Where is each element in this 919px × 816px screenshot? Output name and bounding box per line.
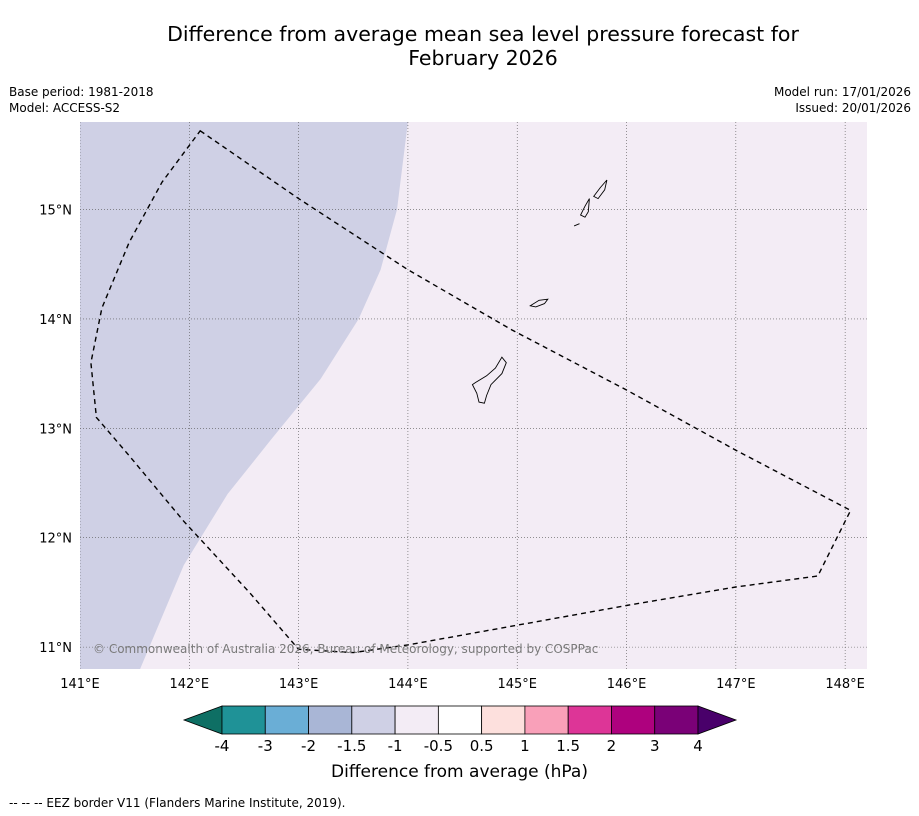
colorbar-tick-label: -0.5: [423, 737, 453, 755]
lat-tick-label: 12°N: [39, 532, 72, 547]
base-period: Base period: 1981-2018: [9, 85, 154, 99]
colorbar-tick-label: -1.5: [337, 737, 367, 755]
colorbar-tick-label: 0.5: [469, 737, 494, 755]
colorbar: [182, 705, 738, 735]
colorbar-tick-label: 1.5: [556, 737, 581, 755]
colorbar-swatch: [567, 705, 612, 735]
lon-tick-label: 146°E: [607, 677, 647, 692]
lon-tick-label: 147°E: [716, 677, 756, 692]
colorbar-tick-label: 1: [520, 737, 530, 755]
colorbar-swatch: [481, 705, 526, 735]
island-tinian: [579, 198, 590, 218]
colorbar-extend-max: [697, 705, 738, 735]
colorbar-tick-label: 2: [606, 737, 617, 755]
island-rota: [529, 298, 549, 308]
colorbar-swatch: [437, 705, 483, 735]
meta-left: Base period: 1981-2018 Model: ACCESS-S2: [9, 84, 154, 116]
colorbar-tick-label: -2: [301, 737, 317, 755]
lon-tick-labels: 141°E 142°E 143°E 144°E 145°E 146°E 147°E 148°E: [60, 677, 865, 692]
colorbar-tick-label: 3: [649, 737, 660, 755]
meta-right: Model run: 17/01/2026 Issued: 20/01/2026: [774, 84, 911, 116]
lon-tick-label: 145°E: [497, 677, 537, 692]
lat-tick-label: 13°N: [39, 422, 72, 437]
colorbar-tick-label: 4: [693, 737, 703, 755]
lat-tick-label: 11°N: [39, 641, 72, 656]
title-line-1: Difference from average mean sea level p…: [167, 22, 799, 46]
island-saipan: [593, 179, 608, 200]
colorbar-tick-label: -3: [257, 737, 273, 755]
graticule: [80, 122, 867, 669]
colorbar-tick-label: -4: [214, 737, 230, 755]
chart-title: Difference from average mean sea level p…: [0, 22, 919, 70]
map-figure: © Commonwealth of Australia 2026, Bureau…: [39, 122, 867, 692]
copyright-notice: © Commonwealth of Australia 2026, Bureau…: [93, 642, 598, 656]
island-aguijan: [573, 223, 580, 227]
colorbar-label: Difference from average (hPa): [331, 762, 588, 782]
colorbar-swatch: [308, 705, 353, 735]
colorbar-swatch: [351, 705, 396, 735]
lat-tick-labels: 15°N 14°N 13°N 12°N 11°N: [39, 204, 72, 657]
colorbar-extend-min: [182, 705, 223, 735]
lon-tick-label: 141°E: [60, 677, 100, 692]
lat-tick-label: 15°N: [39, 204, 72, 219]
eez-footnote: -- -- -- EEZ border V11 (Flanders Marine…: [9, 796, 346, 810]
lon-tick-label: 143°E: [279, 677, 319, 692]
island-guam: [471, 356, 507, 404]
colorbar-swatch: [611, 705, 656, 735]
title-line-2: February 2026: [408, 46, 558, 70]
lon-tick-label: 144°E: [388, 677, 428, 692]
lat-tick-label: 14°N: [39, 313, 72, 328]
colorbar-swatch: [654, 705, 699, 735]
issued-date: Issued: 20/01/2026: [795, 101, 911, 115]
colorbar-swatch: [264, 705, 309, 735]
model-run: Model run: 17/01/2026: [773, 85, 911, 99]
islands: [471, 179, 608, 404]
colorbar-swatch: [221, 705, 266, 735]
pressure-region-west: [80, 122, 408, 669]
lon-tick-label: 148°E: [825, 677, 865, 692]
colorbar-swatch: [394, 705, 439, 735]
colorbar-tick-label: -1: [387, 737, 403, 755]
lon-tick-label: 142°E: [170, 677, 210, 692]
model-name: Model: ACCESS-S2: [9, 101, 121, 115]
colorbar-swatch: [524, 705, 569, 735]
eez-border: [90, 129, 852, 654]
